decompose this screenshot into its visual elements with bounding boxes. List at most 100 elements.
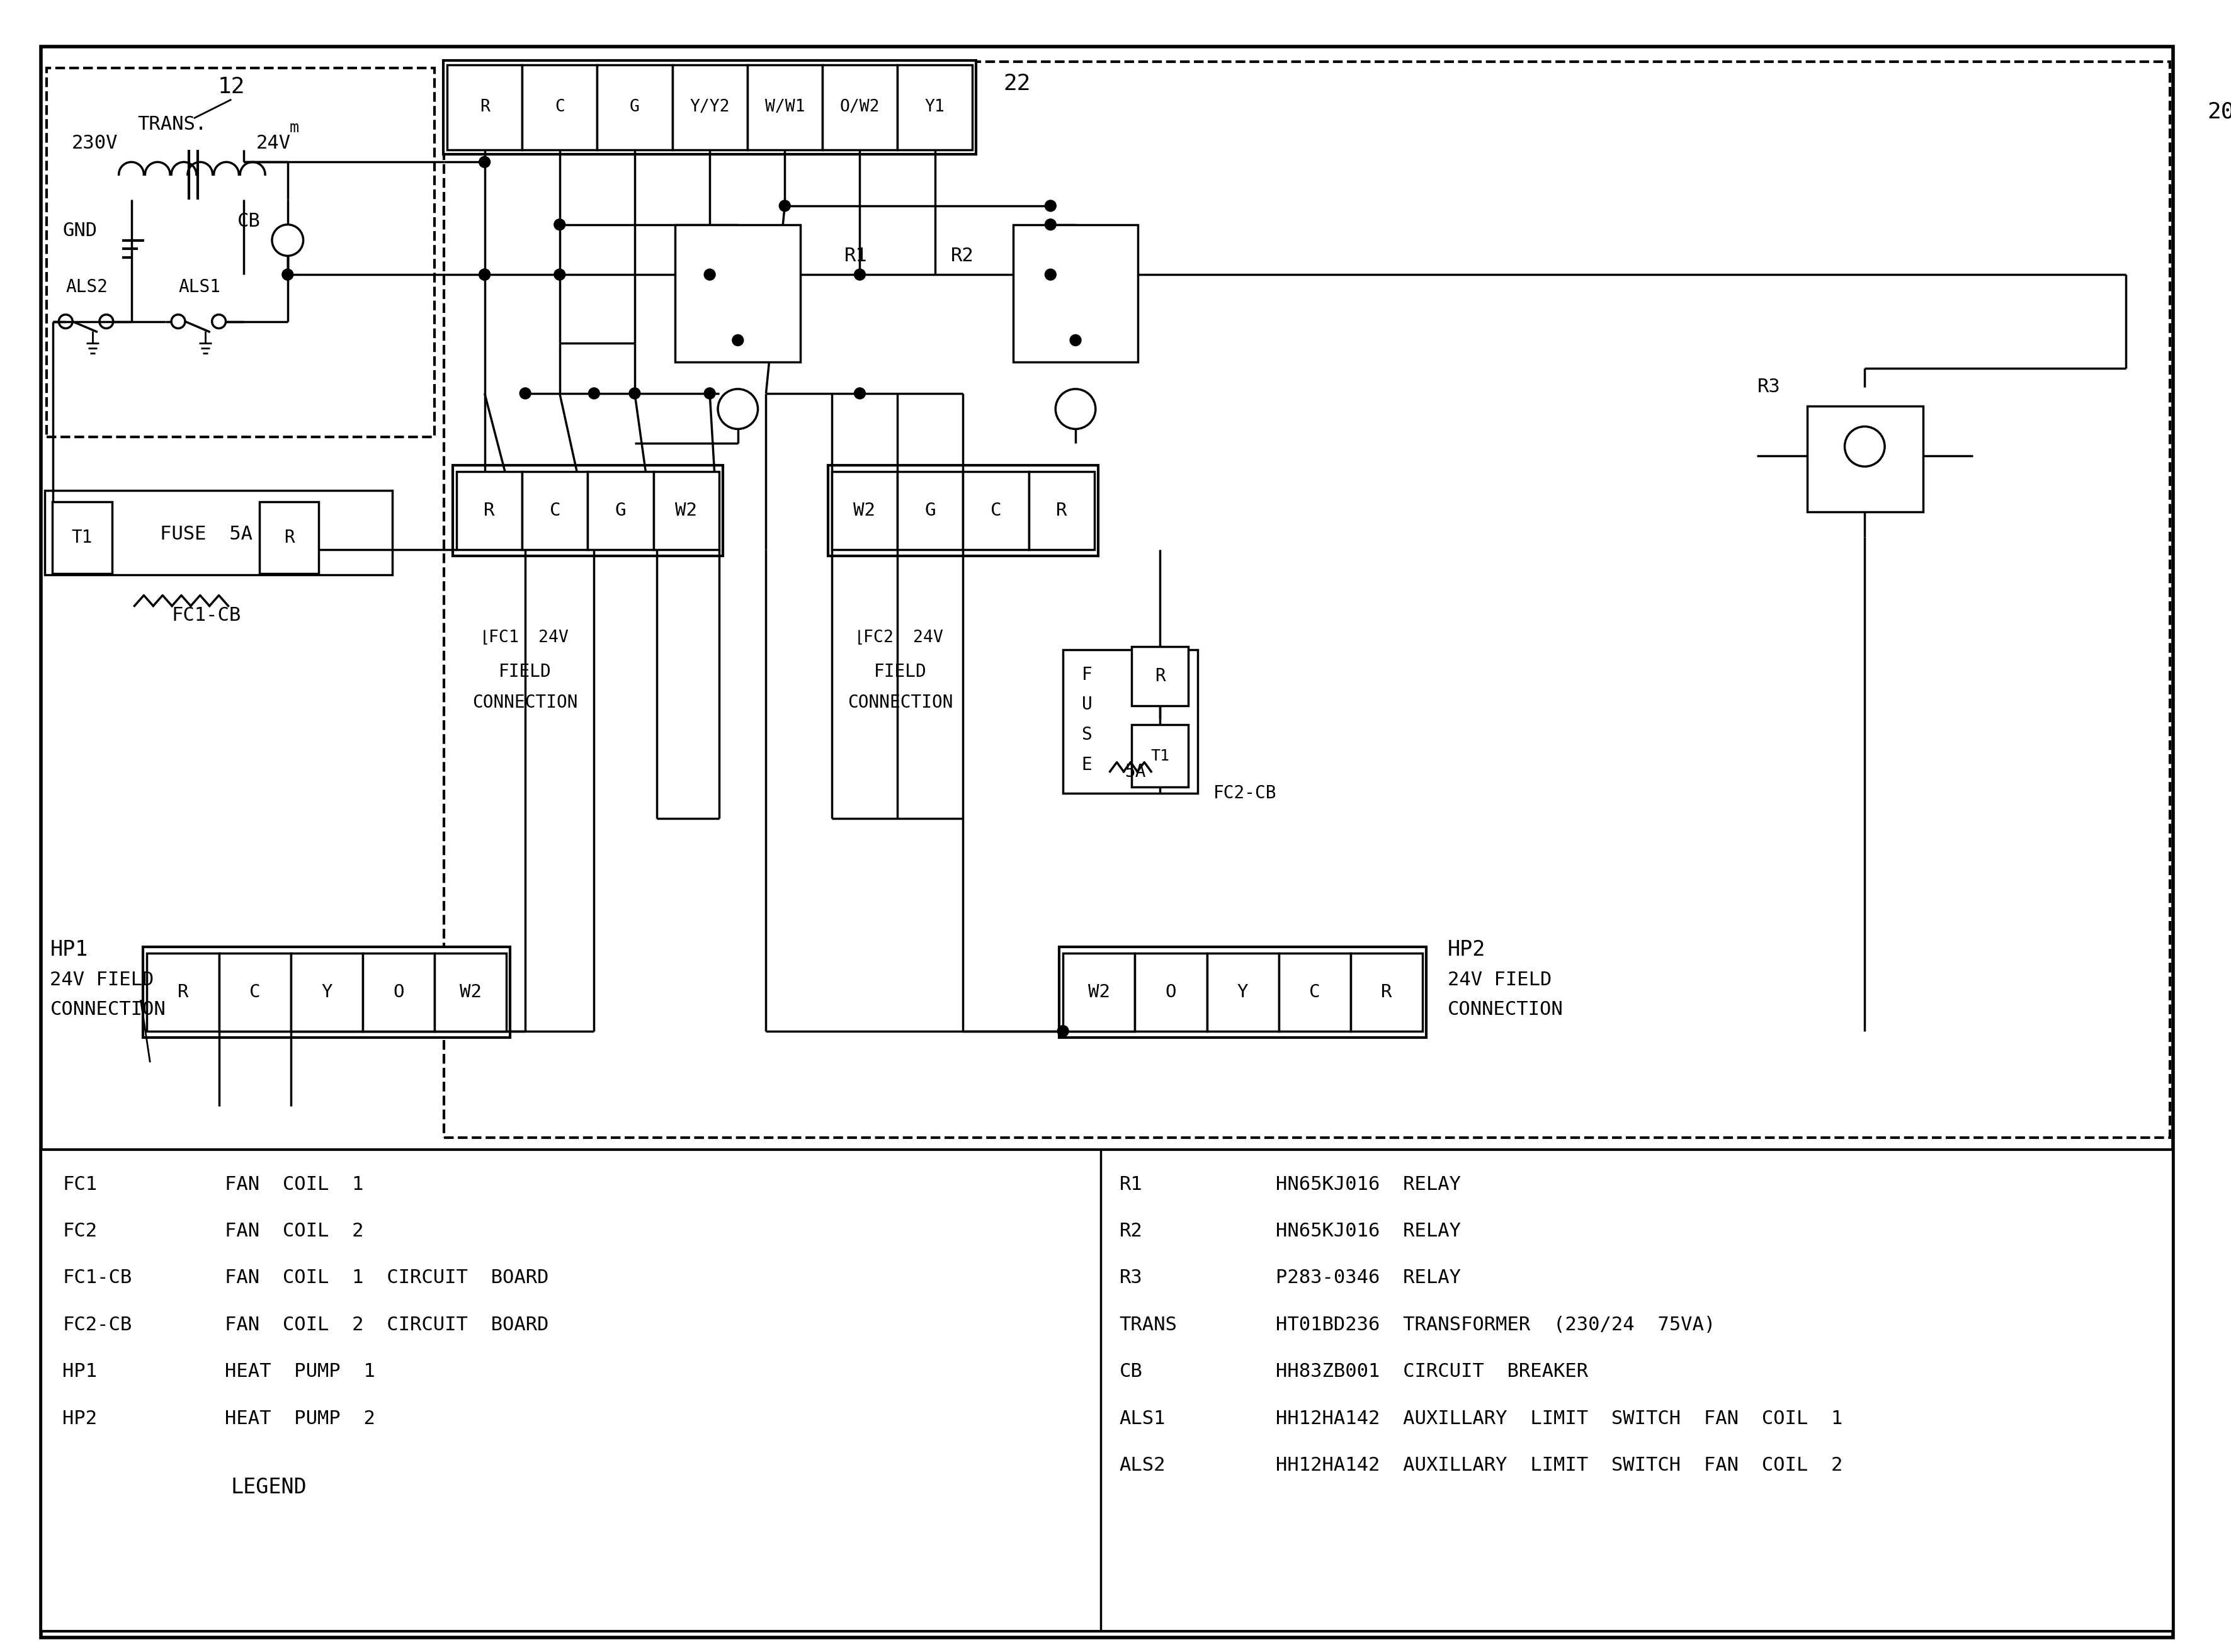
- Bar: [1278, 953, 1350, 1031]
- Text: m: m: [290, 121, 299, 135]
- Bar: [964, 471, 1028, 550]
- Text: CB: CB: [1120, 1363, 1142, 1381]
- Bar: [1062, 953, 1136, 1031]
- Bar: [364, 953, 435, 1031]
- Text: FUSE  5A: FUSE 5A: [161, 525, 252, 544]
- Bar: [897, 471, 964, 550]
- Bar: [47, 68, 435, 438]
- Text: HN65KJ016  RELAY: HN65KJ016 RELAY: [1276, 1175, 1461, 1193]
- Text: O/W2: O/W2: [839, 99, 879, 116]
- Bar: [1131, 646, 1189, 705]
- Circle shape: [854, 388, 866, 400]
- Text: Y/Y2: Y/Y2: [689, 99, 730, 116]
- Text: HT01BD236  TRANSFORMER  (230/24  75VA): HT01BD236 TRANSFORMER (230/24 75VA): [1276, 1315, 1716, 1335]
- Text: FAN  COIL  1  CIRCUIT  BOARD: FAN COIL 1 CIRCUIT BOARD: [225, 1269, 549, 1287]
- Text: HH83ZB001  CIRCUIT  BREAKER: HH83ZB001 CIRCUIT BREAKER: [1276, 1363, 1588, 1381]
- Text: P283-0346  RELAY: P283-0346 RELAY: [1276, 1269, 1461, 1287]
- Circle shape: [705, 269, 716, 281]
- Bar: [435, 953, 506, 1031]
- Bar: [587, 471, 654, 550]
- Circle shape: [705, 388, 716, 400]
- Bar: [672, 64, 747, 150]
- Text: R2: R2: [950, 246, 973, 264]
- Text: R: R: [1156, 667, 1165, 686]
- Text: O: O: [393, 983, 404, 1001]
- Circle shape: [1071, 335, 1082, 345]
- Text: W2: W2: [676, 502, 698, 519]
- Text: W2: W2: [1089, 983, 1111, 1001]
- Bar: [1207, 953, 1278, 1031]
- Text: $\lfloor$FC1  24V: $\lfloor$FC1 24V: [482, 628, 569, 646]
- Circle shape: [553, 220, 564, 230]
- Bar: [676, 225, 801, 362]
- Text: Y: Y: [321, 983, 332, 1001]
- Text: W2: W2: [854, 502, 875, 519]
- Text: C: C: [556, 99, 564, 116]
- Bar: [1807, 406, 1923, 512]
- Bar: [1350, 953, 1423, 1031]
- Circle shape: [779, 200, 790, 211]
- Text: ALS2: ALS2: [1120, 1457, 1165, 1475]
- Text: S: S: [1082, 725, 1091, 743]
- Bar: [54, 502, 112, 573]
- Text: FAN  COIL  2  CIRCUIT  BOARD: FAN COIL 2 CIRCUIT BOARD: [225, 1315, 549, 1335]
- Text: W/W1: W/W1: [765, 99, 805, 116]
- Text: 24V FIELD: 24V FIELD: [1448, 971, 1553, 990]
- Text: U: U: [1082, 695, 1091, 714]
- Text: FC2-CB: FC2-CB: [62, 1315, 132, 1335]
- Bar: [453, 466, 723, 557]
- Text: FC1: FC1: [62, 1175, 98, 1193]
- Bar: [444, 59, 977, 155]
- Text: G: G: [616, 502, 627, 519]
- Text: HEAT  PUMP  2: HEAT PUMP 2: [225, 1409, 375, 1427]
- Circle shape: [480, 157, 491, 167]
- Text: R: R: [484, 502, 495, 519]
- Text: R: R: [1381, 983, 1392, 1001]
- Text: F: F: [1082, 666, 1091, 684]
- Bar: [446, 64, 522, 150]
- Bar: [1136, 953, 1207, 1031]
- Bar: [444, 63, 2171, 1137]
- Text: FC2: FC2: [62, 1222, 98, 1241]
- Circle shape: [1044, 269, 1055, 281]
- Text: LEGEND: LEGEND: [230, 1477, 308, 1498]
- Text: W2: W2: [460, 983, 482, 1001]
- Bar: [45, 491, 393, 575]
- Text: R3: R3: [1120, 1269, 1142, 1287]
- Text: 24V FIELD: 24V FIELD: [49, 971, 154, 990]
- Text: O: O: [1165, 983, 1176, 1001]
- Bar: [1013, 225, 1138, 362]
- Text: R1: R1: [1120, 1175, 1142, 1193]
- Text: FIELD: FIELD: [500, 662, 551, 681]
- Text: T1: T1: [71, 529, 94, 547]
- Circle shape: [281, 269, 292, 281]
- Circle shape: [480, 269, 491, 281]
- Text: TRANS: TRANS: [1120, 1315, 1178, 1335]
- Bar: [598, 64, 672, 150]
- Text: 5A: 5A: [1124, 763, 1145, 780]
- Bar: [522, 64, 598, 150]
- Bar: [1131, 725, 1189, 788]
- Bar: [1062, 649, 1198, 793]
- Text: CONNECTION: CONNECTION: [848, 694, 953, 712]
- Text: 12: 12: [219, 76, 245, 97]
- Text: CONNECTION: CONNECTION: [49, 1001, 165, 1019]
- Circle shape: [520, 388, 531, 400]
- Text: 22: 22: [1004, 73, 1031, 94]
- Text: G: G: [924, 502, 935, 519]
- Bar: [40, 1150, 2173, 1631]
- Text: HH12HA142  AUXILLARY  LIMIT  SWITCH  FAN  COIL  2: HH12HA142 AUXILLARY LIMIT SWITCH FAN COI…: [1276, 1457, 1843, 1475]
- Text: HP2: HP2: [62, 1409, 98, 1427]
- Bar: [832, 471, 897, 550]
- Text: HEAT  PUMP  1: HEAT PUMP 1: [225, 1363, 375, 1381]
- Text: HP2: HP2: [1448, 940, 1486, 960]
- Bar: [828, 466, 1098, 557]
- Text: C: C: [549, 502, 560, 519]
- Text: 24V: 24V: [257, 134, 290, 152]
- Text: 230V: 230V: [71, 134, 118, 152]
- Bar: [823, 64, 897, 150]
- Bar: [747, 64, 823, 150]
- Text: R: R: [1055, 502, 1066, 519]
- Bar: [259, 502, 319, 573]
- Text: C: C: [1310, 983, 1321, 1001]
